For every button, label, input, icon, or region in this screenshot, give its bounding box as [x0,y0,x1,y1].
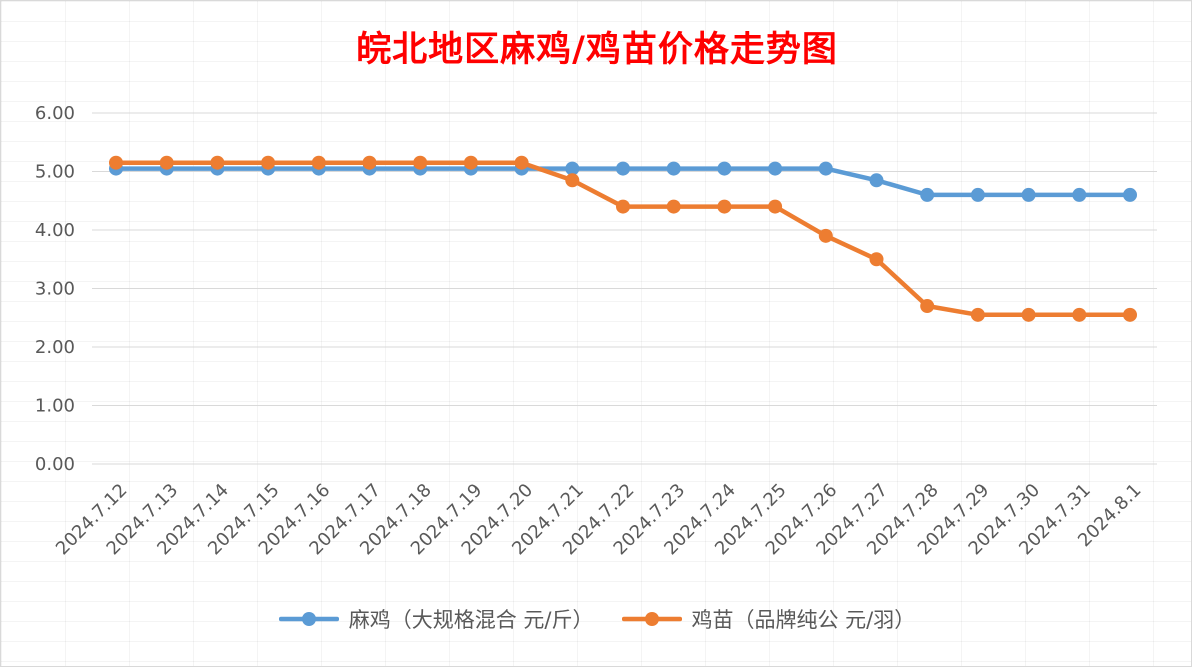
data-point-series-1 [565,161,580,176]
data-point-series-2 [717,199,732,214]
legend-label-series-1: 麻鸡（大规格混合 元/斤） [348,608,594,632]
x-axis-ticks: 2024.7.122024.7.132024.7.142024.7.152024… [52,480,1146,560]
legend-marker [644,612,659,626]
data-point-series-2 [514,155,529,170]
y-axis-ticks: 0.00 1.00 2.00 3.00 4.00 5.00 6.00 [35,103,75,475]
data-point-series-2 [261,155,276,170]
series-line-2 [113,160,1133,318]
chart-title: 皖北地区麻鸡/鸡苗价格走势图 [356,29,838,70]
data-point-series-1 [616,161,630,176]
data-point-series-2 [109,155,123,170]
series-layer [109,155,1137,322]
legend: 麻鸡（大规格混合 元/斤） 鸡苗（品牌纯公 元/羽） [1,604,1192,634]
legend-marker [301,612,316,626]
legend-label-series-2: 鸡苗（品牌纯公 元/羽） [691,608,916,632]
data-point-series-2 [362,155,377,170]
data-point-series-2 [413,155,428,170]
data-point-series-1 [1072,187,1087,202]
data-point-series-2 [565,173,580,188]
data-point-series-2 [1072,307,1087,322]
legend-swatch-series-2 [621,612,682,626]
y-tick-label: 5.00 [35,162,75,183]
y-tick-label: 3.00 [35,279,75,300]
data-point-series-2 [970,307,985,322]
data-point-series-1 [818,161,833,176]
y-tick-label: 6.00 [35,103,75,124]
data-point-series-1 [1021,187,1036,202]
data-point-series-1 [1123,187,1137,202]
data-point-series-1 [869,173,884,188]
data-point-series-2 [210,155,225,170]
data-point-series-2 [1021,307,1036,322]
legend-swatch-series-1 [278,612,339,626]
data-point-series-1 [970,187,985,202]
legend-item-series-2: 鸡苗（品牌纯公 元/羽） [621,604,916,634]
data-point-series-2 [869,252,884,267]
data-point-series-2 [920,299,935,314]
data-point-series-2 [463,155,478,170]
legend-item-series-1: 麻鸡（大规格混合 元/斤） [278,604,594,634]
data-point-series-2 [311,155,326,170]
data-point-series-1 [717,161,732,176]
data-point-series-1 [666,161,681,176]
data-point-series-1 [768,161,783,176]
y-tick-label: 4.00 [35,220,75,241]
y-tick-label: 0.00 [35,454,75,475]
data-point-series-2 [768,199,783,214]
data-point-series-2 [818,228,833,243]
data-point-series-2 [1123,307,1137,322]
data-point-series-2 [616,199,630,214]
y-tick-label: 2.00 [35,337,75,358]
y-tick-label: 1.00 [35,396,75,417]
data-point-series-2 [159,155,174,170]
data-point-series-2 [666,199,681,214]
data-point-series-1 [920,187,935,202]
